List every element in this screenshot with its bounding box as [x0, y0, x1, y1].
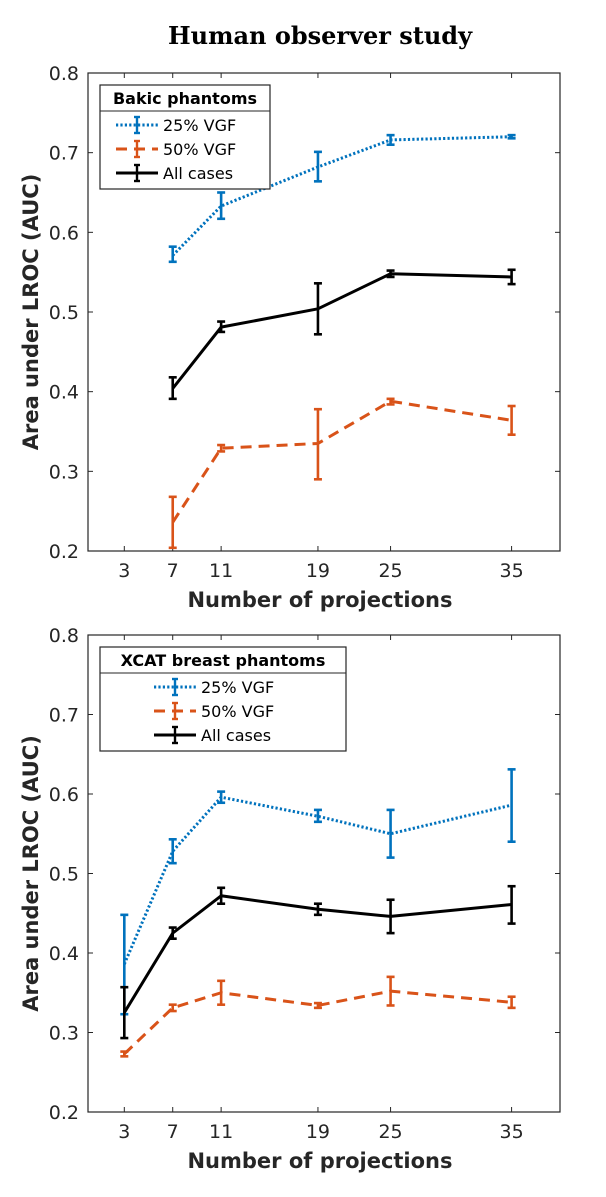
chart-1-ytick-label: 0.3	[49, 1023, 79, 1045]
chart-0-legend-label-0: 25% VGF	[163, 116, 236, 135]
chart-1-series-line-2	[123, 894, 512, 1014]
chart-0-xtick-label: 19	[306, 560, 330, 582]
chart-1-legend: XCAT breast phantoms 25% VGF 50% VGF All ca…	[99, 646, 347, 752]
chart-1-ytick-label: 0.2	[49, 1102, 79, 1124]
chart-0-legend: Bakic phantoms 25% VGF 50% VGF All cases	[99, 84, 271, 190]
chart-1-ytick-label: 0.8	[49, 625, 79, 647]
chart-1-xtick-label: 3	[118, 1121, 130, 1143]
chart-0-ytick-label: 0.3	[49, 461, 79, 483]
chart-1-series-0	[120, 768, 516, 1016]
chart-0-ytick-label: 0.7	[49, 143, 79, 165]
chart-0-ytick-label: 0.2	[49, 541, 79, 563]
chart-0-ytick-label: 0.4	[49, 382, 79, 404]
chart-1-xtick-label: 19	[306, 1121, 330, 1143]
chart-0-series-2	[168, 268, 516, 401]
figure-title: Human observer study	[168, 21, 473, 50]
chart-0-xtick-label: 11	[209, 560, 233, 582]
chart-0-xtick-label: 25	[378, 560, 402, 582]
chart-1-ytick-label: 0.6	[49, 784, 79, 806]
chart-1-series-2	[120, 884, 516, 1040]
chart-1-ytick-label: 0.7	[49, 705, 79, 727]
chart-1-legend-title: XCAT breast phantoms	[121, 651, 326, 670]
chart-1-xtick-label: 25	[378, 1121, 402, 1143]
chart-0-series-1	[168, 397, 516, 550]
chart-1-y-axis-label: Area under LROC (AUC)	[19, 735, 43, 1012]
chart-0-ytick-label: 0.5	[49, 302, 79, 324]
chart-1-ytick-label: 0.4	[49, 943, 79, 965]
chart-0-y-axis-label: Area under LROC (AUC)	[19, 174, 43, 451]
chart-1-ytick-label: 0.5	[49, 864, 79, 886]
chart-0-xtick-label: 35	[499, 560, 523, 582]
chart-0-ytick-label: 0.6	[49, 222, 79, 244]
chart-0-legend-label-2: All cases	[163, 164, 233, 183]
chart-1-series-line-0	[122, 795, 512, 965]
chart-0-xtick-label: 3	[118, 560, 130, 582]
chart-0-xtick-label: 7	[167, 560, 179, 582]
chart-panel-top: 0.2 0.3 0.4 0.5 0.6 0.7 0.8 3 7 11 19 25 35 Number of…	[19, 63, 561, 612]
chart-1-xtick-label: 11	[209, 1121, 233, 1143]
chart-panel-bottom: 0.2 0.3 0.4 0.5 0.6 0.7 0.8 3 7 11 19 25 35 Number of…	[19, 625, 561, 1173]
chart-0-legend-title: Bakic phantoms	[113, 89, 257, 108]
chart-1-x-axis-label: Number of projections	[187, 1149, 452, 1173]
chart-1-legend-label-2: All cases	[201, 726, 271, 745]
chart-1-series-line-1	[123, 989, 512, 1056]
chart-0-legend-label-1: 50% VGF	[163, 140, 236, 159]
chart-1-legend-label-0: 25% VGF	[201, 678, 274, 697]
chart-0-series-line-1	[171, 399, 512, 524]
chart-1-legend-box	[99, 646, 347, 752]
chart-0-x-axis-label: Number of projections	[187, 588, 452, 612]
chart-1-xtick-label: 35	[499, 1121, 523, 1143]
chart-0-series-0	[168, 133, 516, 264]
chart-0-ytick-label: 0.8	[49, 63, 79, 85]
chart-1-legend-label-1: 50% VGF	[201, 702, 274, 721]
chart-1-series-1	[120, 975, 516, 1058]
chart-1-xtick-label: 7	[167, 1121, 179, 1143]
